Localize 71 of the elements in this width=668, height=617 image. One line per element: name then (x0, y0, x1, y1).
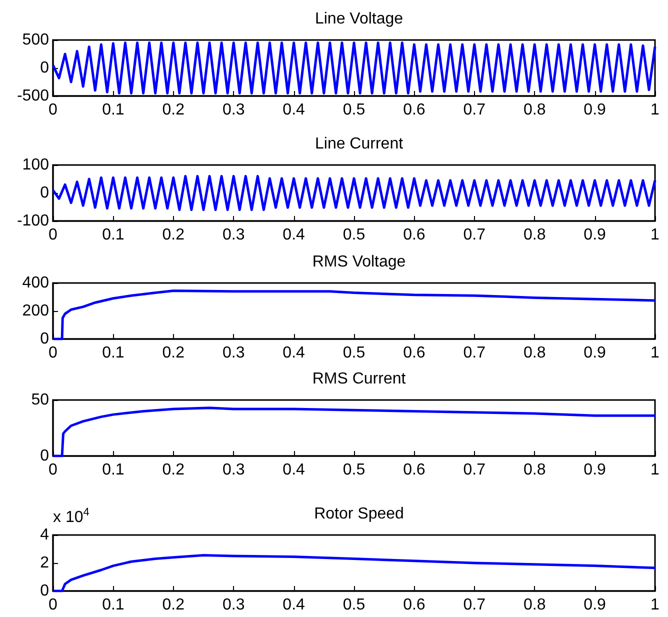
x-tick-label: 0.3 (222, 344, 245, 362)
x-tick-label: 0.1 (102, 226, 124, 244)
x-tick-label: 0.9 (584, 344, 606, 362)
x-tick-label: 0.5 (342, 226, 366, 244)
x-tick-label: 0.2 (162, 102, 185, 118)
chart-title: Line Current (314, 136, 404, 152)
x-tick-label: 0.1 (102, 344, 124, 362)
x-tick-label: 0.5 (342, 102, 366, 118)
x-tick-label: 0.8 (523, 226, 546, 244)
y-tick-label: 4 (40, 526, 50, 544)
x-tick-label: 0.3 (222, 596, 245, 614)
x-tick-label: 0.6 (403, 596, 426, 614)
x-tick-label: 0.5 (342, 596, 366, 614)
chart-title: RMS Current (312, 370, 406, 388)
y-tick-label: 0 (40, 448, 50, 464)
x-tick-label: 1 (650, 226, 660, 244)
x-tick-label: 0.1 (102, 102, 124, 118)
x-tick-label: 0.5 (342, 344, 366, 362)
chart-title: RMS Voltage (312, 254, 406, 270)
y-tick-label: 400 (22, 274, 50, 292)
x-tick-label: 0.2 (162, 226, 185, 244)
x-tick-label: 1 (650, 596, 660, 614)
y-tick-label: 0 (40, 582, 50, 600)
x-tick-label: 0.9 (584, 596, 606, 614)
x-tick-label: 0.1 (102, 596, 124, 614)
y-tick-label: -100 (16, 212, 50, 230)
x-tick-label: 0.8 (523, 462, 546, 478)
x-tick-label: 0.6 (403, 344, 426, 362)
x-tick-label: 0.4 (282, 596, 306, 614)
line-series (52, 42, 656, 94)
y-tick-label: 0 (40, 184, 50, 202)
x-tick-label: 0.2 (162, 596, 185, 614)
line-series (52, 174, 656, 212)
x-tick-label: 0.6 (403, 226, 426, 244)
x-tick-label: 0.9 (584, 102, 606, 118)
x-tick-label: 0.3 (222, 462, 245, 478)
x-tick-label: 0.9 (584, 462, 606, 478)
x-tick-label: 0.3 (222, 102, 245, 118)
y-tick-label: 100 (22, 156, 50, 174)
x-tick-label: 0.8 (523, 596, 546, 614)
y-tick-label: 0 (40, 330, 50, 348)
x-tick-label: 0.8 (523, 102, 546, 118)
x-tick-label: 0.7 (463, 462, 486, 478)
x-tick-label: 0.4 (282, 344, 306, 362)
x-tick-label: 0.1 (102, 462, 124, 478)
y-tick-label: 2 (40, 554, 50, 572)
x-tick-label: 0.3 (222, 226, 245, 244)
x-tick-label: 0.2 (162, 462, 185, 478)
y-tick-label: 50 (31, 392, 50, 408)
chart-title: Rotor Speed (314, 506, 404, 522)
x-tick-label: 0.4 (282, 102, 306, 118)
x-tick-label: 0.6 (403, 102, 426, 118)
chart-title: Line Voltage (314, 10, 404, 28)
x-tick-label: 1 (650, 344, 660, 362)
x-tick-label: 1 (650, 102, 660, 118)
x-tick-label: 0.7 (463, 226, 486, 244)
x-tick-label: 0.7 (463, 344, 486, 362)
y-tick-label: -500 (16, 88, 50, 104)
x-tick-label: 0.6 (403, 462, 426, 478)
x-tick-label: 0.4 (282, 462, 306, 478)
x-tick-label: 0.7 (463, 596, 486, 614)
x-tick-label: 0.4 (282, 226, 306, 244)
x-tick-label: 0.2 (162, 344, 185, 362)
y-tick-label: 500 (22, 32, 50, 48)
x-tick-label: 0.9 (584, 226, 606, 244)
y-tick-label: 200 (22, 302, 50, 320)
x-tick-label: 0.7 (463, 102, 486, 118)
x-tick-label: 1 (650, 462, 660, 478)
y-tick-label: 0 (40, 60, 50, 76)
x-tick-label: 0.5 (342, 462, 366, 478)
x-tick-label: 0.8 (523, 344, 546, 362)
